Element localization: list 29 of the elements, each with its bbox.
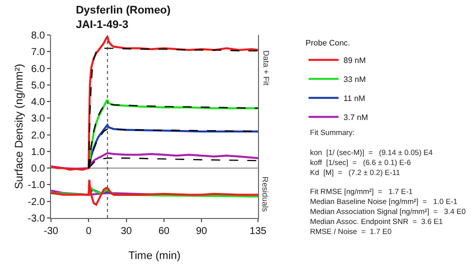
legend-label: 33 nM <box>344 75 366 84</box>
x-tick-label: -30 <box>44 226 59 237</box>
y-tick-label: 3.0 <box>31 114 46 125</box>
chart-subtitle: JAI-1-49-3 <box>76 18 128 31</box>
x-tick-label: 0 <box>86 226 92 237</box>
y-axis-title: Surface Density (ng/mm²) <box>13 64 26 190</box>
y-tick-label: 7.0 <box>31 47 46 58</box>
y-tick-label: 8.0 <box>31 30 46 42</box>
x-tick-label: 90 <box>196 226 208 237</box>
y-tick-label: 2.0 <box>31 130 46 142</box>
chart-title: Dysferlin (Romeo) <box>76 4 171 17</box>
y-tick-label: 0.0 <box>31 164 46 175</box>
legend-label: 11 nM <box>344 94 366 104</box>
x-axis-title: Time (min) <box>128 250 181 262</box>
y-tick-label: 5.0 <box>31 80 46 92</box>
legend-label: 89 nM <box>344 56 366 66</box>
y-tick-label: -3.0 <box>28 214 46 224</box>
x-tick-label: 60 <box>158 226 170 237</box>
x-tick-label: 135 <box>250 226 267 237</box>
y-tick-label: -1.0 <box>28 180 46 192</box>
y-tick-label: -2.0 <box>28 196 46 208</box>
y-tick-label: 4.0 <box>31 97 46 108</box>
text: Data + Fit <box>261 50 270 86</box>
legend-title: Probe Conc. <box>306 38 350 48</box>
y-tick-label: 6.0 <box>31 64 46 75</box>
x-tick-label: 30 <box>120 226 132 237</box>
text: Residuals <box>260 176 270 212</box>
y-tick-label: 1.0 <box>31 146 46 158</box>
legend-label: 3.7 nM <box>344 113 368 122</box>
